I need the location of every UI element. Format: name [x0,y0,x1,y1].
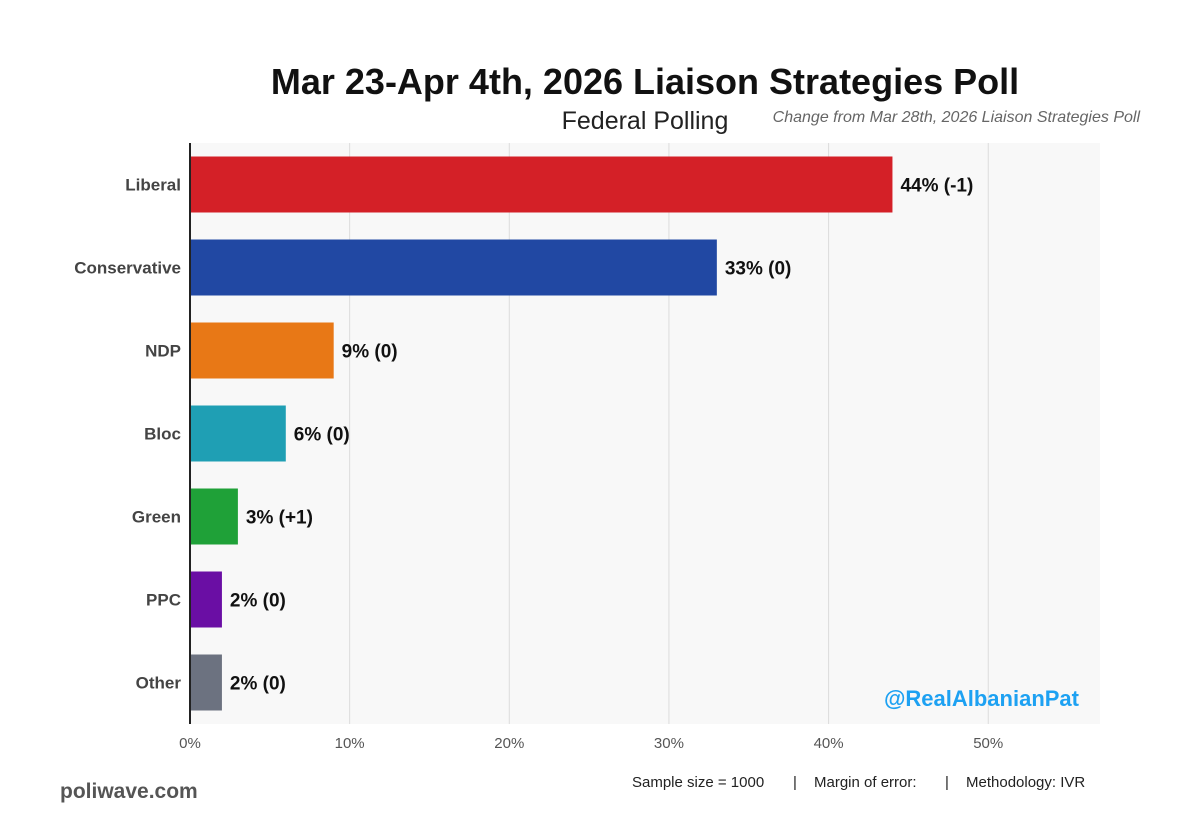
value-label: 33% (0) [725,259,792,280]
x-tick-label: 10% [335,735,365,752]
footer-separator-2: | [945,774,949,791]
x-tick-label: 30% [654,735,684,752]
footer-margin-of-error: Margin of error: [814,774,917,791]
category-label: Green [132,508,181,527]
category-labels: Liberal Conservative NDP Bloc Green PPC Other [74,176,181,693]
category-label: Bloc [144,425,181,444]
bar-ppc [190,571,222,628]
change-note: Change from Mar 28th, 2026 Liaison Strat… [773,109,1141,126]
value-label: 2% (0) [230,674,286,695]
watermark-handle: @RealAlbanianPat [884,686,1080,711]
bar-green [190,488,238,545]
value-labels: 44% (-1) 33% (0) 9% (0) 6% (0) 3% (+1) 2% (0)… [230,176,973,695]
bar-bloc [190,405,286,462]
bar-ndp [190,322,334,379]
category-label: Other [136,674,182,693]
category-label: Conservative [74,259,181,278]
x-tick-label: 0% [179,735,201,752]
source-label: poliwave.com [60,780,198,803]
value-label: 6% (0) [294,425,350,446]
value-label: 9% (0) [342,342,398,363]
footer-methodology: Methodology: IVR [966,774,1085,791]
x-tick-label: 40% [814,735,844,752]
bar-conservative [190,239,717,296]
category-label: PPC [146,591,181,610]
value-label: 3% (+1) [246,508,313,529]
bar-other [190,654,222,711]
x-tick-label: 50% [973,735,1003,752]
footer-sample-size: Sample size = 1000 [632,774,764,791]
bar-group [190,156,893,711]
x-tick-labels: 0% 10% 20% 30% 40% 50% [179,735,1003,752]
chart-subtitle: Federal Polling [562,107,729,135]
bar-liberal [190,156,893,213]
value-label: 2% (0) [230,591,286,612]
chart-title: Mar 23-Apr 4th, 2026 Liaison Strategies … [271,61,1019,102]
category-label: NDP [145,342,181,361]
value-label: 44% (-1) [900,176,973,197]
x-tick-label: 20% [494,735,524,752]
footer-separator-1: | [793,774,797,791]
category-label: Liberal [125,176,181,195]
